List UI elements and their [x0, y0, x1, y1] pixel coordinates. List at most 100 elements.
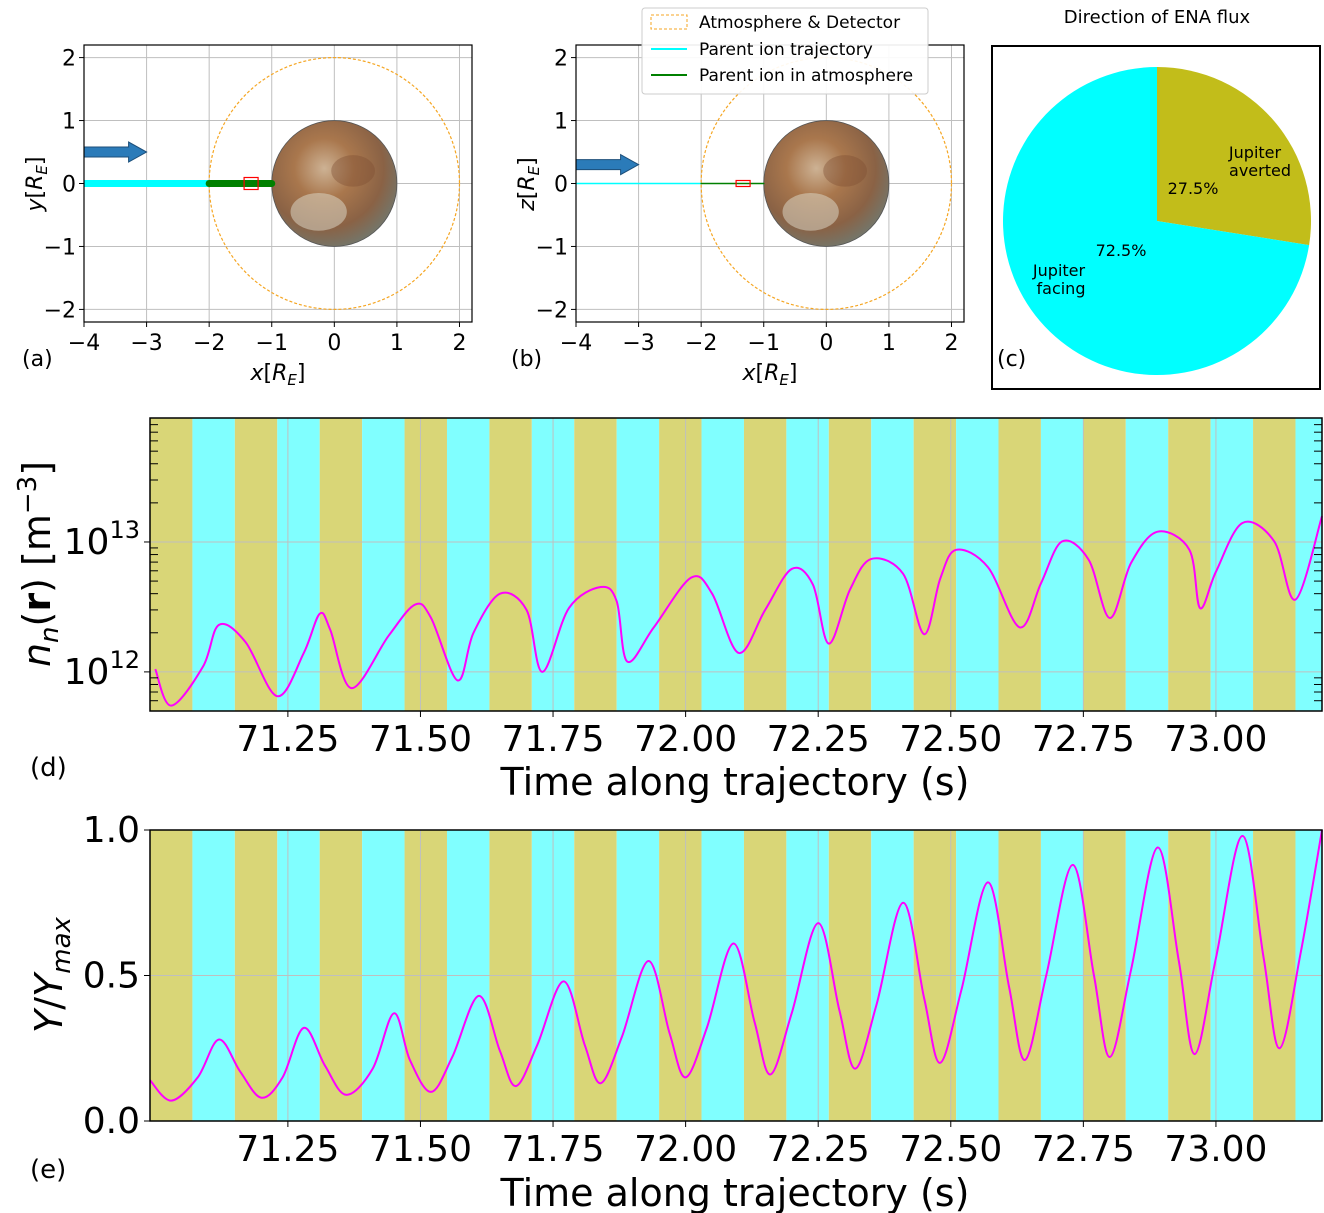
- d-band-averted: [150, 418, 193, 711]
- d-xtick-label: 71.75: [502, 719, 605, 760]
- d-band-averted: [998, 418, 1041, 711]
- e-xtick-label: 72.00: [634, 1129, 737, 1170]
- b-xtick-label: 0: [819, 331, 833, 356]
- pie-label-facing-line1: Jupiter: [1032, 261, 1086, 280]
- b-xtick-label: −3: [622, 331, 654, 356]
- b-ytick-label: −1: [536, 235, 568, 260]
- panel-a-ticks: −4 −3 −2 −1 0 1 2 −2 −1 0 1 2: [44, 47, 467, 356]
- panel-d-frame: [149, 417, 1323, 712]
- d-band-averted: [913, 418, 957, 711]
- panel-d-density-curve: [154, 515, 1323, 707]
- d-ytick-label: 1013: [64, 516, 140, 563]
- panel-d-label: (d): [30, 753, 67, 783]
- panel-e-xlabel: Time along trajectory (s): [500, 1171, 970, 1213]
- b-moon-shade: [782, 192, 839, 231]
- b-ytick-label: 2: [554, 47, 568, 72]
- d-xtick-label: 73.00: [1164, 719, 1267, 760]
- panel-b-ticks: −4 −3 −2 −1 0 1 2 −2 −1 0 1 2: [536, 47, 959, 356]
- b-xtick-label: −2: [685, 331, 717, 356]
- panel-d-ylabel: nn(r) [m−3]: [13, 461, 65, 667]
- d-xtick-label: 72.00: [634, 719, 737, 760]
- d-band-averted: [574, 418, 617, 711]
- d-band-averted: [743, 418, 787, 711]
- legend-detector-label: Atmosphere & Detector: [699, 13, 900, 33]
- a-xtick-label: −4: [68, 331, 100, 356]
- e-xtick-label: 71.25: [236, 1129, 339, 1170]
- e-xtick-label: 71.50: [369, 1129, 472, 1170]
- d-band-averted: [489, 418, 532, 711]
- b-ytick-label: −2: [536, 298, 568, 323]
- panel-d-grid: [150, 418, 1322, 711]
- legend-atmosphere-label: Parent ion in atmosphere: [699, 66, 913, 86]
- panel-c-pie: Direction of ENA flux Jupiter averted 27…: [991, 7, 1321, 390]
- panel-e-label: (e): [30, 1155, 66, 1185]
- d-xtick-label: 72.25: [767, 719, 870, 760]
- a-ytick-label: −2: [44, 298, 76, 323]
- e-xtick-label: 71.75: [502, 1129, 605, 1170]
- panel-b-xlabel: x[RE]: [742, 361, 798, 389]
- pie-label-averted-line2: averted: [1229, 161, 1291, 180]
- pie-slice-jupiter-averted: [1157, 67, 1311, 246]
- d-band-facing: [1210, 418, 1254, 711]
- legend-detector-swatch: [650, 14, 688, 30]
- e-ytick-label: 0.0: [83, 1101, 140, 1142]
- pie-label-averted-line1: Jupiter: [1228, 143, 1282, 162]
- a-flow-arrow-icon: [83, 141, 148, 163]
- d-band-facing: [701, 418, 744, 711]
- d-band-facing: [616, 418, 660, 711]
- d-band-averted: [404, 418, 447, 711]
- panel-d-density: 71.25 71.50 71.75 72.00 72.25 72.50 72.75 73.00…: [13, 417, 1323, 804]
- a-xtick-label: 0: [327, 331, 341, 356]
- panel-d-xlabel: Time along trajectory (s): [500, 760, 970, 804]
- pie-slice-jupiter-facing: [1003, 67, 1310, 375]
- a-xtick-label: −3: [130, 331, 162, 356]
- panel-a-label: (a): [22, 347, 53, 372]
- a-xtick-label: 2: [452, 331, 466, 356]
- a-xtick-label: −2: [193, 331, 225, 356]
- e-ytick-label: 0.5: [83, 956, 140, 997]
- b-ytick-label: 1: [554, 110, 568, 135]
- b-moon-shade: [823, 155, 868, 187]
- a-ytick-label: 1: [62, 110, 76, 135]
- a-moon: [271, 120, 398, 247]
- panel-b-content: [575, 56, 953, 311]
- e-xtick-label: 73.00: [1164, 1129, 1267, 1170]
- pie-pct-facing: 72.5%: [1096, 241, 1147, 260]
- panel-e-ticks: 71.25 71.50 71.75 72.00 72.25 72.50 72.75 73.00…: [83, 810, 1268, 1170]
- b-moon: [763, 120, 890, 247]
- d-band-facing: [956, 418, 999, 711]
- d-band-averted: [659, 418, 702, 711]
- d-band-facing: [1125, 418, 1169, 711]
- a-ytick-label: −1: [44, 235, 76, 260]
- d-band-facing: [446, 418, 490, 711]
- b-xtick-label: 1: [882, 331, 896, 356]
- pie-label-facing-line2: facing: [1037, 279, 1086, 298]
- b-xtick-label: 2: [944, 331, 958, 356]
- pie-pct-averted: 27.5%: [1168, 179, 1219, 198]
- legend-trajectory-label: Parent ion trajectory: [699, 40, 873, 60]
- d-band-averted: [1083, 418, 1126, 711]
- panel-e-ylabel: Y/Ymax: [27, 916, 77, 1033]
- pie-frame: [991, 45, 1321, 390]
- panel-a-xlabel: x[RE]: [250, 361, 306, 389]
- b-xtick-label: −4: [560, 331, 592, 356]
- panel-a-trajectory-xy: −4 −3 −2 −1 0 1 2 −2 −1 0 1 2 x[RE] y[RE] (a): [22, 44, 473, 389]
- d-band-facing: [1040, 418, 1084, 711]
- a-ytick-label: 0: [62, 173, 76, 198]
- a-moon-shade: [290, 192, 347, 231]
- a-ytick-label: 2: [62, 47, 76, 72]
- d-xtick-label: 71.50: [369, 719, 472, 760]
- b-detector-box: [735, 179, 751, 188]
- d-band-facing: [786, 418, 829, 711]
- d-band-facing: [362, 418, 405, 711]
- legend-box: [641, 7, 929, 95]
- panel-a-content: [83, 56, 461, 311]
- panel-d-ticks: 71.25 71.50 71.75 72.00 72.25 72.50 72.75 73.00…: [64, 417, 1322, 760]
- panel-d-bands: [150, 418, 1322, 711]
- d-band-averted: [1253, 418, 1296, 711]
- panel-c-label: (c): [997, 347, 1026, 372]
- panel-e-yield: 71.25 71.50 71.75 72.00 72.25 72.50 72.75 73.00…: [27, 810, 1323, 1213]
- d-band-facing: [192, 418, 235, 711]
- a-xtick-label: −1: [256, 331, 288, 356]
